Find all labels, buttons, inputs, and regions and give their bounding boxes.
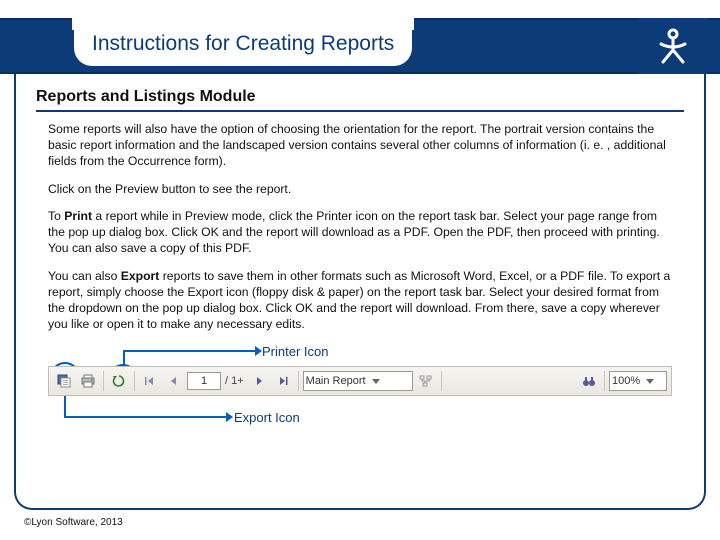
text: a report while in Preview mode, click th… (48, 209, 660, 255)
refresh-button[interactable] (108, 370, 130, 392)
toolbar-separator (134, 371, 135, 391)
footer-copyright: ©Lyon Software, 2013 (24, 517, 123, 528)
page-total-label: / 1+ (223, 375, 246, 387)
bold-export: Export (121, 269, 160, 283)
report-toolbar: / 1+ Main Report (48, 366, 672, 396)
text: You can also (48, 269, 121, 283)
group-tree-button[interactable] (415, 370, 437, 392)
callout-region: Printer Icon Export Icon (48, 344, 672, 430)
logo (638, 18, 708, 74)
prev-page-button[interactable] (163, 370, 185, 392)
prev-page-icon (168, 375, 180, 387)
print-button[interactable] (77, 370, 99, 392)
paragraph-preview: Click on the Preview button to see the r… (48, 182, 672, 198)
last-page-button[interactable] (272, 370, 294, 392)
arrow-line (64, 416, 228, 418)
chevron-down-icon (372, 379, 380, 384)
arrow-head-icon (255, 346, 262, 356)
page-title: Instructions for Creating Reports (72, 28, 414, 68)
export-icon-label: Export Icon (234, 410, 300, 425)
zoom-value: 100% (612, 375, 640, 387)
export-button[interactable] (53, 370, 75, 392)
paragraph-orientation: Some reports will also have the option o… (48, 122, 672, 170)
printer-icon-label: Printer Icon (262, 344, 328, 359)
paragraph-print: To Print a report while in Preview mode,… (48, 209, 672, 257)
first-page-icon (144, 375, 156, 387)
toolbar-separator (103, 371, 104, 391)
find-button[interactable] (578, 370, 600, 392)
brand-logo-icon (653, 26, 693, 66)
paragraph-export: You can also Export reports to save them… (48, 269, 672, 332)
toolbar-separator (604, 371, 605, 391)
toolbar-separator (441, 371, 442, 391)
arrow-line (123, 350, 257, 352)
report-select-value: Main Report (306, 375, 366, 387)
next-page-button[interactable] (248, 370, 270, 392)
tree-icon (419, 374, 433, 388)
section-title: Reports and Listings Module (36, 88, 684, 112)
refresh-icon (112, 374, 126, 388)
next-page-icon (253, 375, 265, 387)
content-frame: Reports and Listings Module Some reports… (14, 74, 706, 510)
page-number-input[interactable] (187, 372, 221, 390)
binoculars-icon (582, 374, 596, 388)
arrow-head-icon (226, 412, 233, 422)
zoom-select[interactable]: 100% (609, 371, 667, 391)
text: To (48, 209, 64, 223)
printer-icon (80, 373, 96, 389)
first-page-button[interactable] (139, 370, 161, 392)
toolbar-separator (298, 371, 299, 391)
last-page-icon (277, 375, 289, 387)
chevron-down-icon (646, 379, 654, 384)
bold-print: Print (64, 209, 92, 223)
export-icon (56, 373, 72, 389)
report-select[interactable]: Main Report (303, 371, 413, 391)
